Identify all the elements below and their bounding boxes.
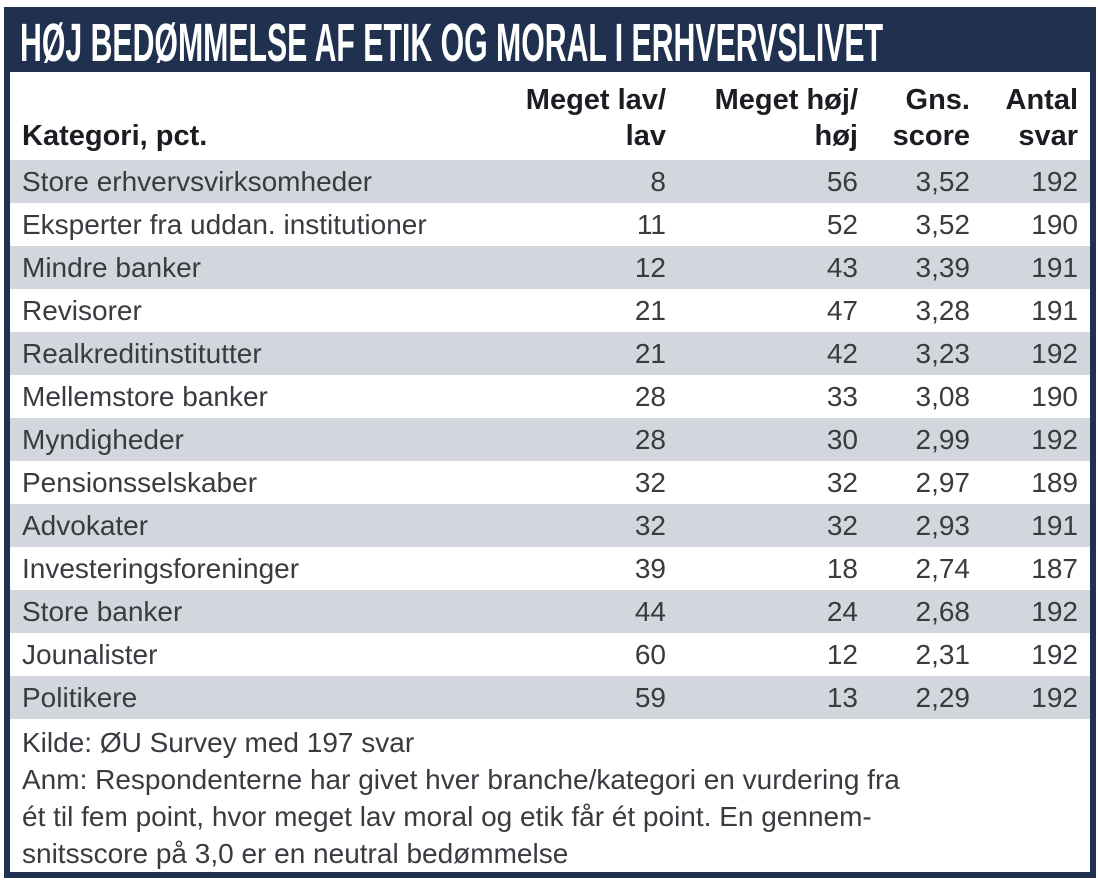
table-row: Jounalister 60 12 2,31 192	[10, 633, 1090, 676]
category-cell: Mellemstore banker	[22, 380, 268, 412]
table-row: Mellemstore banker 28 33 3,08 190	[10, 375, 1090, 418]
value-cell: 3,39	[915, 251, 971, 283]
table-footer: Kilde: ØU Survey med 197 svar Anm: Respo…	[10, 719, 1090, 872]
title-bar: HØJ BEDØMMELSE AF ETIK OG MORAL I ERHVER…	[10, 13, 1090, 72]
column-header-meget-hoj: Meget høj/ høj	[714, 84, 858, 152]
category-cell: Eksperter fra uddan. institutioner	[22, 208, 427, 240]
category-cell: Store erhvervsvirksomheder	[22, 165, 373, 197]
value-cell: 56	[826, 165, 858, 197]
value-cell: 191	[1031, 294, 1078, 326]
category-cell: Revisorer	[22, 294, 142, 326]
table-row: Store erhvervsvirksomheder 8 56 3,52 192	[10, 160, 1090, 203]
table-row: Eksperter fra uddan. institutioner 11 52 3,…	[10, 203, 1090, 246]
table-row: Pensionsselskaber 32 32 2,97 189	[10, 461, 1090, 504]
table-rows: Store erhvervsvirksomheder 8 56 3,52 192 Eksp…	[10, 160, 1090, 719]
value-cell: 2,31	[915, 638, 971, 670]
value-cell: 191	[1031, 509, 1078, 541]
table-row: Mindre banker 12 43 3,39 191	[10, 246, 1090, 289]
category-cell: Advokater	[22, 509, 149, 541]
value-cell: 3,52	[915, 165, 971, 197]
category-cell: Jounalister	[22, 638, 158, 670]
table-row: Revisorer 21 47 3,28 191	[10, 289, 1090, 332]
value-cell: 3,08	[915, 380, 971, 412]
value-cell: 30	[826, 423, 858, 455]
value-cell: 189	[1031, 466, 1078, 498]
value-cell: 190	[1031, 208, 1078, 240]
table-row: Store banker 44 24 2,68 192	[10, 590, 1090, 633]
category-cell: Myndigheder	[22, 423, 184, 455]
column-header-gns-score: Gns. score	[892, 84, 970, 152]
value-cell: 187	[1031, 552, 1078, 584]
category-cell: Politikere	[22, 681, 138, 713]
table-row: Investeringsforeninger 39 18 2,74 187	[10, 547, 1090, 590]
value-cell: 32	[634, 509, 666, 541]
value-cell: 192	[1031, 638, 1078, 670]
annotation-line-2: ét til fem point, hvor meget lav moral o…	[22, 801, 872, 832]
value-cell: 192	[1031, 595, 1078, 627]
value-cell: 33	[826, 380, 858, 412]
page-title: HØJ BEDØMMELSE AF ETIK OG MORAL I ERHVER…	[20, 13, 884, 72]
value-cell: 39	[634, 552, 666, 584]
category-cell: Pensionsselskaber	[22, 466, 258, 498]
table-header-row: Kategori, pct. Meget lav/ lav Meget høj/…	[10, 72, 1090, 160]
category-cell: Investeringsforeninger	[22, 552, 300, 584]
value-cell: 2,99	[915, 423, 971, 455]
column-header-meget-lav: Meget lav/ lav	[525, 84, 666, 152]
annotation-line-3: snitsscore på 3,0 er en neutral bedømmel…	[22, 838, 569, 869]
value-cell: 3,52	[915, 208, 971, 240]
source-note: Kilde: ØU Survey med 197 svar	[22, 727, 415, 758]
value-cell: 24	[826, 595, 858, 627]
value-cell: 2,29	[915, 681, 971, 713]
value-cell: 2,97	[915, 466, 971, 498]
value-cell: 28	[634, 380, 666, 412]
value-cell: 192	[1031, 165, 1078, 197]
value-cell: 32	[826, 466, 858, 498]
value-cell: 59	[634, 681, 666, 713]
value-cell: 192	[1031, 337, 1078, 369]
value-cell: 32	[634, 466, 666, 498]
value-cell: 42	[826, 337, 858, 369]
annotation-line-1: Anm: Respondenterne har givet hver branc…	[22, 764, 900, 795]
value-cell: 192	[1031, 681, 1078, 713]
value-cell: 3,28	[915, 294, 971, 326]
value-cell: 11	[636, 208, 666, 240]
table-row: Realkreditinstitutter 21 42 3,23 192	[10, 332, 1090, 375]
value-cell: 192	[1031, 423, 1078, 455]
value-cell: 28	[634, 423, 666, 455]
value-cell: 32	[826, 509, 858, 541]
value-cell: 12	[634, 251, 666, 283]
value-cell: 21	[634, 337, 666, 369]
column-header-antal-svar: Antal svar	[1005, 84, 1079, 152]
table-row: Myndigheder 28 30 2,99 192	[10, 418, 1090, 461]
category-cell: Store banker	[22, 595, 183, 627]
value-cell: 13	[826, 681, 858, 713]
value-cell: 2,68	[915, 595, 971, 627]
value-cell: 44	[634, 595, 666, 627]
table-row: Advokater 32 32 2,93 191	[10, 504, 1090, 547]
column-header-kategori: Kategori, pct.	[22, 120, 208, 152]
value-cell: 3,23	[915, 337, 971, 369]
value-cell: 12	[826, 638, 858, 670]
value-cell: 18	[826, 552, 858, 584]
table-row: Politikere 59 13 2,29 192	[10, 676, 1090, 719]
value-cell: 8	[650, 165, 666, 197]
value-cell: 2,74	[915, 552, 971, 584]
value-cell: 21	[634, 294, 666, 326]
category-cell: Realkreditinstitutter	[22, 337, 262, 369]
value-cell: 60	[634, 638, 666, 670]
value-cell: 43	[826, 251, 858, 283]
value-cell: 2,93	[915, 509, 971, 541]
value-cell: 52	[826, 208, 858, 240]
value-cell: 191	[1031, 251, 1078, 283]
value-cell: 190	[1031, 380, 1078, 412]
category-cell: Mindre banker	[22, 251, 201, 283]
value-cell: 47	[826, 294, 858, 326]
table-card: HØJ BEDØMMELSE AF ETIK OG MORAL I ERHVER…	[4, 7, 1096, 878]
